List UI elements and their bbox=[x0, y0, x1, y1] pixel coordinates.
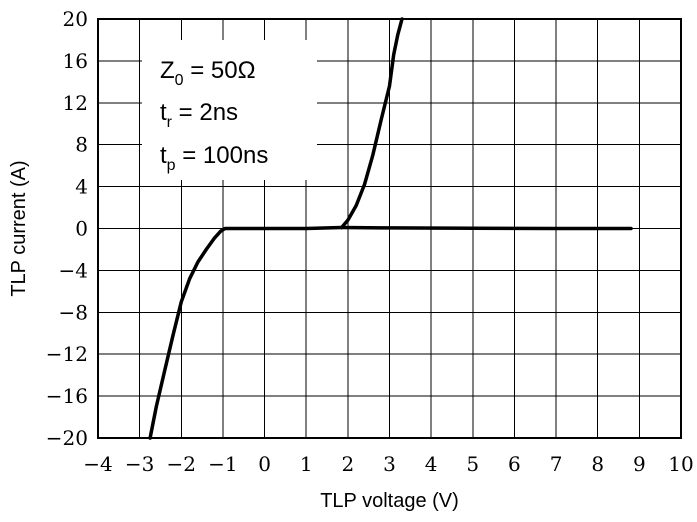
x-tick-label: 7 bbox=[550, 452, 563, 476]
y-tick-label: −20 bbox=[46, 426, 88, 450]
y-tick-label: 20 bbox=[63, 7, 88, 31]
series-line-2 bbox=[339, 17, 404, 230]
annotation-background bbox=[142, 40, 317, 180]
x-tick-label: 5 bbox=[466, 452, 479, 476]
x-tick-label: 6 bbox=[508, 452, 521, 476]
y-tick-label: 4 bbox=[75, 175, 88, 199]
x-tick-label: −2 bbox=[167, 452, 196, 476]
x-axis-title: TLP voltage (V) bbox=[320, 490, 459, 512]
x-tick-label: 4 bbox=[425, 452, 438, 476]
y-tick-label: −16 bbox=[46, 384, 88, 408]
annotation-line-3: tp = 100ns bbox=[160, 142, 268, 174]
y-tick-label: 8 bbox=[75, 133, 88, 157]
series-line-1 bbox=[148, 225, 344, 440]
series-group bbox=[148, 17, 633, 440]
annotation-line-2: tr = 2ns bbox=[160, 99, 238, 131]
plot-frame bbox=[97, 18, 682, 439]
y-tick-labels: 20 16 12 8 4 0 −4 −8 −12 −16 −20 bbox=[46, 7, 88, 450]
x-tick-label: 9 bbox=[633, 452, 646, 476]
x-tick-label: 8 bbox=[591, 452, 604, 476]
y-tick-label: −12 bbox=[46, 342, 88, 366]
y-axis-title: TLP current (A) bbox=[8, 160, 30, 296]
x-tick-label: 1 bbox=[300, 452, 313, 476]
y-tick-label: −8 bbox=[59, 300, 88, 324]
y-tick-label: 0 bbox=[75, 217, 88, 241]
x-tick-label: 0 bbox=[258, 452, 271, 476]
x-tick-label: −3 bbox=[125, 452, 154, 476]
y-tick-label: −4 bbox=[59, 258, 88, 282]
x-tick-label: 3 bbox=[383, 452, 396, 476]
annotation-box: Z0 = 50Ω tr = 2ns tp = 100ns bbox=[142, 40, 317, 180]
annotation-line-1: Z0 = 50Ω bbox=[160, 57, 256, 89]
y-tick-label: 12 bbox=[63, 91, 88, 115]
x-tick-label: 2 bbox=[341, 452, 354, 476]
x-tick-label: −1 bbox=[208, 452, 237, 476]
series-line-3 bbox=[339, 225, 633, 231]
x-tick-label: 10 bbox=[668, 452, 693, 476]
x-tick-label: −4 bbox=[83, 452, 112, 476]
x-tick-labels: −4 −3 −2 −1 0 1 2 3 4 5 6 7 8 9 10 bbox=[83, 452, 693, 476]
y-tick-label: 16 bbox=[63, 49, 88, 73]
